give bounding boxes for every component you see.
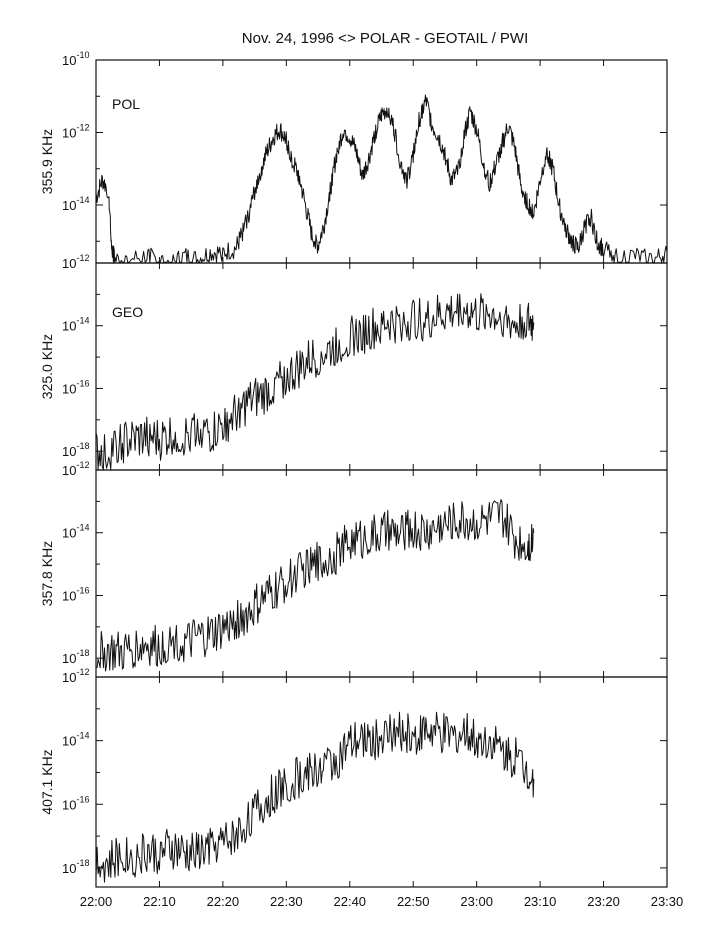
y-tick-label: 10-12 bbox=[62, 667, 89, 685]
panel-frame bbox=[95, 676, 668, 888]
panel-frame bbox=[95, 262, 668, 471]
x-tick-label: 23:20 bbox=[587, 894, 620, 909]
y-tick-label: 10-12 bbox=[62, 123, 89, 141]
y-tick-label: 10-12 bbox=[62, 460, 89, 478]
panel-label: GEO bbox=[112, 304, 143, 320]
x-tick-label: 22:00 bbox=[80, 894, 113, 909]
x-axis: 22:00 22:10 22:20 22:30 22:40 22:50 23:00 23:10… bbox=[80, 60, 684, 909]
series-line bbox=[95, 293, 535, 470]
x-tick-label: 22:10 bbox=[143, 894, 176, 909]
chart-title: Nov. 24, 1996 <> POLAR - GEOTAIL / PWI bbox=[242, 30, 529, 47]
panel-4: 10-12 10-14 10-16 10-18 407.1 KHz bbox=[39, 667, 668, 888]
y-tick-label: 10-18 bbox=[62, 648, 89, 666]
y-tick-label: 10-14 bbox=[62, 316, 89, 334]
y-axis-label: 355.9 KHz bbox=[39, 129, 55, 194]
x-tick-label: 22:40 bbox=[334, 894, 367, 909]
y-tick-label: 10-10 bbox=[62, 50, 89, 68]
x-tick-label: 22:20 bbox=[207, 894, 240, 909]
y-axis-label: 357.8 KHz bbox=[39, 541, 55, 606]
x-tick-label: 23:30 bbox=[651, 894, 684, 909]
y-tick-label: 10-18 bbox=[62, 441, 89, 459]
y-tick-label: 10-16 bbox=[62, 794, 89, 812]
panel-1: 10-10 10-12 10-14 355.9 KHz POL bbox=[39, 50, 668, 264]
y-tick-label: 10-16 bbox=[62, 585, 89, 603]
y-tick-label: 10-12 bbox=[62, 253, 89, 271]
y-tick-label: 10-14 bbox=[62, 731, 89, 749]
y-axis-label: 407.1 KHz bbox=[39, 749, 55, 814]
panel-3: 10-12 10-14 10-16 10-18 357.8 KHz bbox=[39, 460, 668, 678]
panel-2: 10-12 10-14 10-16 10-18 325.0 KHz GEO bbox=[39, 253, 668, 471]
y-tick-label: 10-14 bbox=[62, 195, 89, 213]
series-line bbox=[95, 94, 668, 263]
series-line bbox=[95, 499, 535, 672]
y-tick-label: 10-16 bbox=[62, 378, 89, 396]
x-tick-label: 22:30 bbox=[270, 894, 303, 909]
y-tick-label: 10-18 bbox=[62, 858, 89, 876]
panel-label: POL bbox=[112, 96, 140, 112]
y-axis-label: 325.0 KHz bbox=[39, 334, 55, 399]
x-tick-label: 23:00 bbox=[460, 894, 493, 909]
x-tick-label: 22:50 bbox=[397, 894, 430, 909]
x-tick-label: 23:10 bbox=[524, 894, 557, 909]
y-tick-label: 10-14 bbox=[62, 523, 89, 541]
series-line bbox=[95, 711, 535, 883]
panel-frame bbox=[95, 469, 668, 678]
